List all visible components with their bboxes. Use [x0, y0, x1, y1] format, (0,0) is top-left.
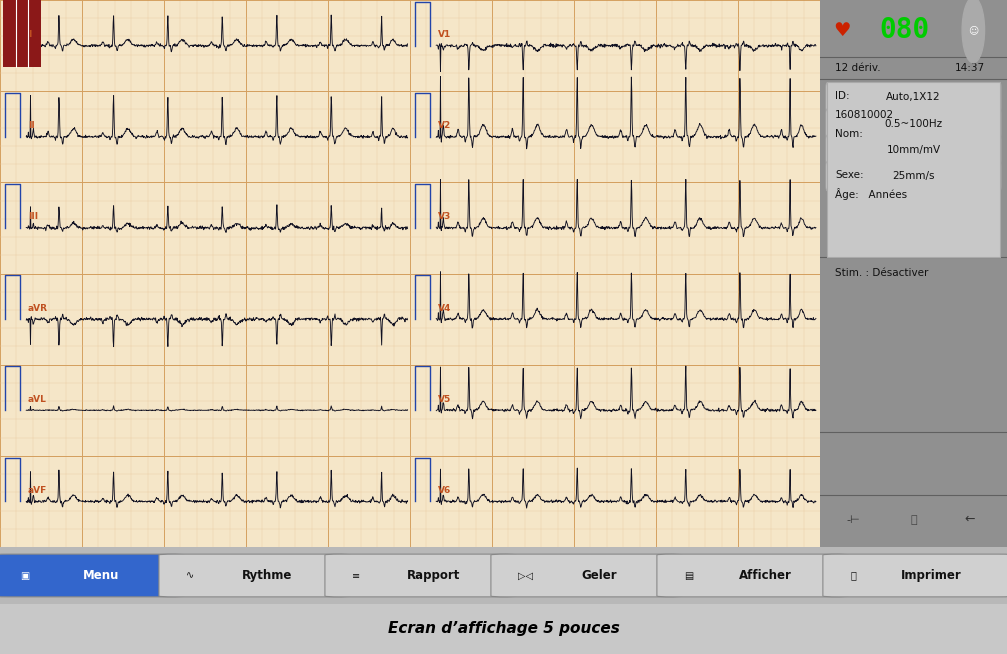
- Text: 🖨: 🖨: [910, 515, 916, 525]
- Bar: [3, 0, 41, 67]
- Text: Auto,1X12: Auto,1X12: [886, 92, 941, 103]
- Text: ▷◁: ▷◁: [518, 570, 533, 581]
- FancyBboxPatch shape: [826, 82, 1001, 112]
- FancyBboxPatch shape: [823, 554, 1007, 597]
- Text: I: I: [28, 30, 31, 39]
- Text: Geler: Geler: [582, 569, 617, 582]
- FancyBboxPatch shape: [657, 554, 848, 597]
- Text: V3: V3: [438, 213, 451, 221]
- Text: III: III: [28, 213, 38, 221]
- FancyBboxPatch shape: [826, 162, 1001, 191]
- Text: Ecran d’affichage 5 pouces: Ecran d’affichage 5 pouces: [388, 621, 619, 636]
- Text: ID:: ID:: [835, 91, 850, 101]
- Text: ≡: ≡: [352, 570, 361, 581]
- Text: aVF: aVF: [28, 486, 47, 495]
- FancyBboxPatch shape: [826, 135, 1001, 165]
- Text: V4: V4: [438, 303, 451, 313]
- FancyBboxPatch shape: [827, 82, 1001, 257]
- Text: 12 dériv.: 12 dériv.: [835, 63, 880, 73]
- Text: Afficher: Afficher: [739, 569, 792, 582]
- Text: ▣: ▣: [20, 570, 29, 581]
- FancyBboxPatch shape: [490, 554, 682, 597]
- FancyBboxPatch shape: [0, 554, 184, 597]
- FancyBboxPatch shape: [826, 109, 1001, 139]
- Text: 25mm/s: 25mm/s: [892, 171, 934, 181]
- FancyBboxPatch shape: [325, 554, 516, 597]
- Text: V5: V5: [438, 394, 451, 404]
- Text: Rapport: Rapport: [407, 569, 460, 582]
- Text: Imprimer: Imprimer: [901, 569, 962, 582]
- Text: ♥: ♥: [834, 20, 851, 40]
- Text: aVR: aVR: [28, 303, 48, 313]
- Text: V1: V1: [438, 30, 451, 39]
- Text: -⊢: -⊢: [847, 515, 861, 525]
- Circle shape: [962, 0, 985, 63]
- Text: 0.5~100Hz: 0.5~100Hz: [884, 118, 943, 129]
- Text: ⬜: ⬜: [850, 570, 856, 581]
- Text: V6: V6: [438, 486, 451, 495]
- FancyBboxPatch shape: [159, 554, 350, 597]
- Text: ☺: ☺: [969, 25, 979, 35]
- Text: II: II: [28, 121, 34, 130]
- Text: 160810002: 160810002: [835, 110, 894, 120]
- Text: Menu: Menu: [84, 569, 120, 582]
- Text: Âge:   Années: Âge: Années: [835, 188, 907, 200]
- Text: 14:37: 14:37: [955, 63, 985, 73]
- Text: Nom:: Nom:: [835, 129, 863, 139]
- Text: 080: 080: [879, 16, 929, 44]
- Text: Sexe:: Sexe:: [835, 170, 864, 180]
- Text: ▤: ▤: [684, 570, 694, 581]
- Text: 10mm/mV: 10mm/mV: [886, 145, 941, 155]
- Text: V2: V2: [438, 121, 451, 130]
- Text: Rythme: Rythme: [243, 569, 293, 582]
- Text: Stim. : Désactiver: Stim. : Désactiver: [835, 269, 928, 279]
- Text: aVL: aVL: [28, 394, 46, 404]
- Text: ←: ←: [965, 513, 975, 526]
- Text: ∿: ∿: [186, 570, 194, 581]
